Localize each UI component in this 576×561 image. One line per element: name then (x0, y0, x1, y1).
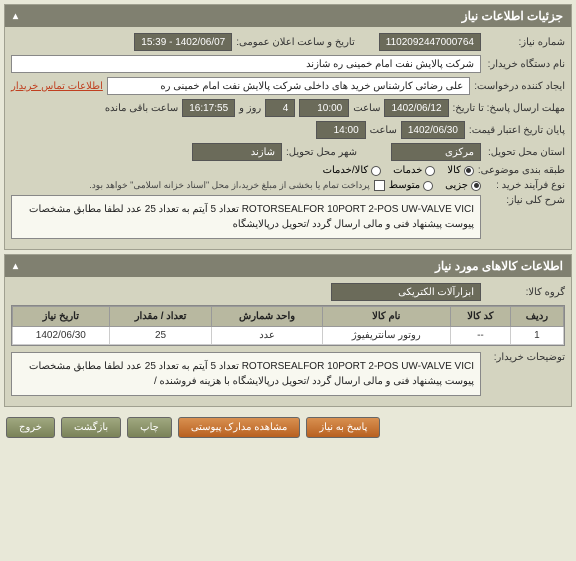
panel-header-1[interactable]: جزئیات اطلاعات نیاز ▴ (5, 5, 571, 27)
desc-label: شرح کلی نیاز: (485, 195, 565, 206)
payment-note: پرداخت تمام یا بخشی از مبلغ خرید،از محل … (89, 180, 369, 191)
announce-field: 1402/06/07 - 15:39 (134, 33, 232, 51)
panel-title-2: اطلاعات کالاهای مورد نیاز (435, 259, 563, 273)
panel-title-1: جزئیات اطلاعات نیاز (462, 9, 563, 23)
desc-box: ROTORSEALFOR 10PORT 2-POS UW-VALVE VICI … (11, 195, 481, 239)
location-field: مرکزی (391, 143, 481, 161)
back-button[interactable]: بازگشت (61, 417, 121, 438)
cat-opt-1: خدمات (393, 165, 422, 176)
group-field: ابزارآلات الکتریکی (331, 283, 481, 301)
time-label-2: ساعت (370, 125, 397, 136)
purchase-label: نوع فرآیند خرید : (485, 180, 565, 191)
contact-link[interactable]: اطلاعات تماس خریدار (11, 81, 103, 92)
view-attachments-button[interactable]: مشاهده مدارک پیوستی (178, 417, 301, 438)
table-row[interactable]: 1 -- روتور سانتریفیوژ عدد 25 1402/06/30 (13, 327, 564, 345)
announce-label: تاریخ و ساعت اعلان عمومی: (236, 37, 355, 48)
td-0: 1 (510, 327, 563, 345)
need-details-panel: جزئیات اطلاعات نیاز ▴ شماره نیاز: 110209… (4, 4, 572, 250)
radio-icon (471, 181, 481, 191)
buyer-field: شرکت پالایش نفت امام خمینی ره شازند (11, 55, 481, 73)
td-4: 25 (109, 327, 212, 345)
td-2: روتور سانتریفیوژ (322, 327, 450, 345)
cat-radio-2[interactable]: کالا/خدمات (323, 165, 382, 176)
cat-radio-0[interactable]: کالا (447, 165, 474, 176)
th-3: واحد شمارش (212, 307, 322, 327)
validity-label: پایان تاریخ اعتبار قیمت: (469, 125, 565, 136)
city-label: شهر محل تحویل: (286, 147, 357, 158)
radio-icon (464, 166, 474, 176)
remain-time: 16:17:55 (182, 99, 235, 117)
radio-icon (425, 166, 435, 176)
time-label-1: ساعت (353, 103, 380, 114)
purchase-opt-0: جزیی (445, 180, 468, 191)
validity-date: 1402/06/30 (401, 121, 465, 139)
panel-header-2[interactable]: اطلاعات کالاهای مورد نیاز ▴ (5, 255, 571, 277)
validity-time: 14:00 (316, 121, 366, 139)
location-label: استان محل تحویل: (485, 147, 565, 158)
radio-icon (423, 181, 433, 191)
print-button[interactable]: چاپ (127, 417, 172, 438)
creator-field: علی رضائی کارشناس خرید های داخلی شرکت پا… (107, 77, 470, 95)
purchase-radio-0[interactable]: جزیی (445, 180, 481, 191)
button-bar: پاسخ به نیاز مشاهده مدارک پیوستی چاپ باز… (0, 411, 576, 444)
collapse-icon[interactable]: ▴ (13, 261, 18, 272)
cat-opt-0: کالا (447, 165, 461, 176)
th-5: تاریخ نیاز (13, 307, 110, 327)
radio-icon (371, 166, 381, 176)
th-0: ردیف (510, 307, 563, 327)
respond-button[interactable]: پاسخ به نیاز (306, 417, 380, 438)
purchase-radio-group: جزیی متوسط (389, 180, 481, 191)
purchase-radio-1[interactable]: متوسط (389, 180, 433, 191)
deadline-time: 10:00 (299, 99, 349, 117)
td-5: 1402/06/30 (13, 327, 110, 345)
buyer-notes-box: ROTORSEALFOR 10PORT 2-POS UW-VALVE VICI … (11, 352, 481, 396)
td-1: -- (451, 327, 511, 345)
items-table-wrap: ردیف کد کالا نام کالا واحد شمارش تعداد /… (11, 305, 565, 346)
collapse-icon[interactable]: ▴ (13, 11, 18, 22)
deadline-date: 1402/06/12 (384, 99, 448, 117)
cat-radio-1[interactable]: خدمات (393, 165, 435, 176)
th-1: کد کالا (451, 307, 511, 327)
days-val: 4 (265, 99, 295, 117)
deadline-label: مهلت ارسال پاسخ: تا تاریخ: (453, 103, 565, 114)
req-num-field: 1102092447000764 (379, 33, 481, 51)
group-label: گروه کالا: (485, 287, 565, 298)
days-label: روز و (239, 103, 261, 114)
payment-checkbox[interactable] (374, 180, 385, 191)
table-header-row: ردیف کد کالا نام کالا واحد شمارش تعداد /… (13, 307, 564, 327)
exit-button[interactable]: خروج (6, 417, 55, 438)
items-panel: اطلاعات کالاهای مورد نیاز ▴ گروه کالا: ا… (4, 254, 572, 407)
items-table: ردیف کد کالا نام کالا واحد شمارش تعداد /… (12, 306, 564, 345)
buyer-label: نام دستگاه خریدار: (485, 59, 565, 70)
buyer-notes-label: توضیحات خریدار: (485, 352, 565, 363)
panel-body-2: گروه کالا: ابزارآلات الکتریکی ردیف کد کا… (5, 277, 571, 406)
th-2: نام کالا (322, 307, 450, 327)
creator-label: ایجاد کننده درخواست: (474, 81, 565, 92)
td-3: عدد (212, 327, 322, 345)
req-num-label: شماره نیاز: (485, 37, 565, 48)
city-field: شازند (192, 143, 282, 161)
th-4: تعداد / مقدار (109, 307, 212, 327)
category-radio-group: کالا خدمات کالا/خدمات (323, 165, 474, 176)
panel-body-1: شماره نیاز: 1102092447000764 تاریخ و ساع… (5, 27, 571, 249)
remain-label: ساعت باقی مانده (105, 103, 178, 114)
cat-opt-2: کالا/خدمات (323, 165, 369, 176)
category-label: طبقه بندی موضوعی: (478, 165, 565, 176)
purchase-opt-1: متوسط (389, 180, 420, 191)
